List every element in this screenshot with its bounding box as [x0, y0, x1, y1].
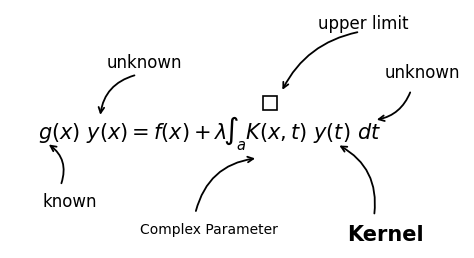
- Text: known: known: [43, 193, 97, 211]
- Text: Complex Parameter: Complex Parameter: [140, 223, 278, 237]
- Text: Kernel: Kernel: [347, 225, 424, 245]
- Bar: [263, 96, 277, 110]
- Text: $g(x)\ y(x) = f(x) + \lambda\!\int_{\!a} K(x,t)\ y(t)\ dt$: $g(x)\ y(x) = f(x) + \lambda\!\int_{\!a}…: [37, 115, 381, 154]
- Text: upper limit: upper limit: [319, 15, 409, 33]
- Text: unknown: unknown: [385, 64, 461, 82]
- Text: unknown: unknown: [106, 54, 182, 72]
